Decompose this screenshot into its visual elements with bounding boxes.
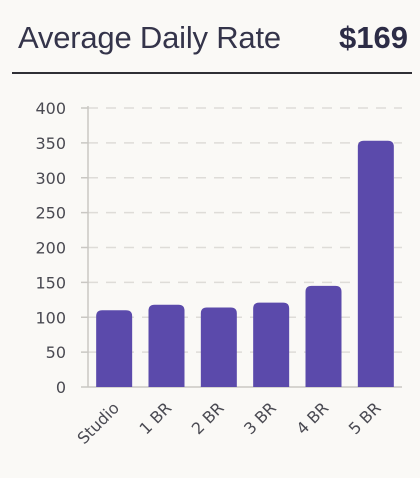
bar-4-br	[305, 285, 342, 387]
x-tick-label: 1 BR	[135, 398, 175, 438]
average-rate-value: $169	[339, 20, 408, 55]
bar-studio	[96, 310, 133, 387]
y-tick-label: 350	[35, 134, 66, 153]
y-tick-label: 300	[35, 169, 66, 188]
card-header: Average Daily Rate $169	[12, 0, 412, 74]
x-tick-label: 4 BR	[292, 398, 332, 438]
card-title: Average Daily Rate	[18, 20, 281, 55]
y-tick-label: 250	[35, 204, 66, 223]
y-tick-label: 200	[35, 239, 66, 258]
bar-1-br	[148, 304, 185, 387]
y-tick-label: 0	[56, 378, 66, 397]
y-tick-label: 150	[35, 273, 66, 292]
x-tick-label: 3 BR	[240, 398, 280, 438]
x-tick-label: 2 BR	[188, 398, 228, 438]
y-tick-label: 100	[35, 308, 66, 327]
x-tick-label: 5 BR	[345, 398, 385, 438]
y-tick-label: 400	[35, 99, 66, 118]
bar-3-br	[253, 302, 290, 387]
x-tick-label: Studio	[74, 398, 123, 447]
y-tick-label: 50	[46, 343, 66, 362]
bar-2-br	[200, 307, 237, 387]
bar-5-br	[357, 140, 394, 387]
